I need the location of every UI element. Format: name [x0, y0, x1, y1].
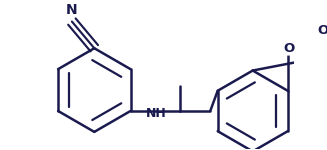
Text: NH: NH [146, 107, 167, 120]
Text: N: N [66, 3, 78, 17]
Text: O: O [317, 24, 327, 37]
Text: O: O [284, 42, 295, 56]
